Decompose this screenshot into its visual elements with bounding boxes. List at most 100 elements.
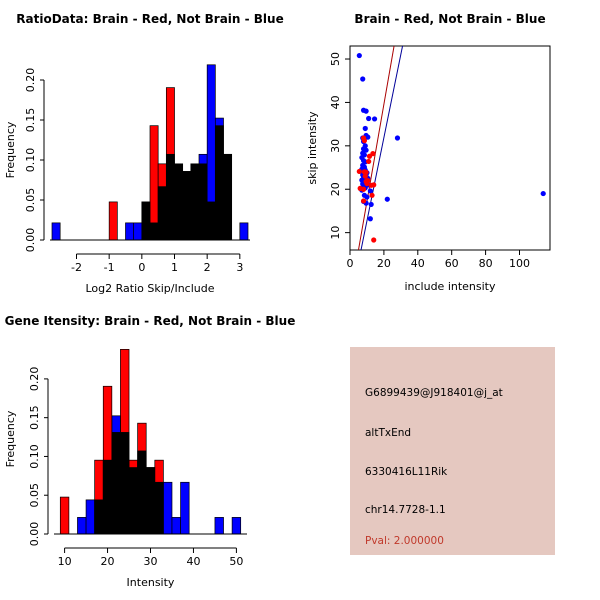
scatter-point-notbrain-0 bbox=[356, 52, 362, 59]
ratio_hist-plot-area bbox=[51, 64, 249, 241]
scatter-y-axis: 10 20 30 40 50 bbox=[329, 52, 350, 240]
scatter-point-notbrain-10 bbox=[394, 135, 401, 141]
ratio_hist-y-tick-label-4: 0.20 bbox=[24, 68, 37, 93]
ratio-histogram-canvas: 0.00 0.05 0.10 0.15 0.20 Frequency -2 -1 0 1 2 3 Log… bbox=[4, 64, 250, 295]
gene_hist-bar-notbrain-0 bbox=[77, 517, 87, 535]
ratio_hist-x-tick-label-5: 3 bbox=[236, 261, 243, 274]
scatter-point-notbrain-3 bbox=[363, 108, 369, 114]
gene-histogram-canvas: 0.00 0.05 0.10 0.15 0.20 Frequency 10 20 30 40 50 I… bbox=[4, 349, 247, 589]
ratio_hist-x-axis: -2 -1 0 1 2 3 bbox=[71, 253, 243, 274]
scatter-x-tick-label-1: 20 bbox=[377, 257, 391, 270]
scatter-point-notbrain-41 bbox=[364, 194, 370, 200]
gene_hist-x-axis: 10 20 30 40 50 bbox=[58, 547, 243, 568]
scatter-point-notbrain-1 bbox=[360, 76, 366, 82]
scatter-point-brain-15 bbox=[360, 186, 367, 192]
scatter-fit-line-1 bbox=[360, 46, 404, 250]
panel-scatter: Brain - Red, Not Brain - Blue 10 20 30 40 50… bbox=[300, 0, 600, 300]
scatter-point-brain-13 bbox=[368, 182, 374, 188]
ratio_hist-x-tick-label-2: 0 bbox=[138, 261, 145, 274]
scatter-y-axis-label: skip intensity bbox=[306, 111, 319, 185]
gene_hist-bar-brain-3 bbox=[111, 432, 121, 535]
scatter-point-notbrain-4 bbox=[366, 115, 372, 122]
scatter-point-notbrain-39 bbox=[540, 190, 546, 197]
ratio_hist-x-tick-label-3: 1 bbox=[171, 261, 178, 274]
gene_hist-bar-brain-1 bbox=[94, 459, 104, 535]
scatter-fit-line-0 bbox=[357, 46, 395, 250]
gene_hist-bar-brain-7 bbox=[145, 467, 156, 535]
scatter-y-tick-label-1: 20 bbox=[329, 182, 342, 196]
panel-ratio-histogram: RatioData: Brain - Red, Not Brain - Blue… bbox=[0, 0, 300, 300]
scatter-y-tick-label-3: 40 bbox=[329, 95, 342, 109]
ratio_hist-bar-brain-4 bbox=[165, 87, 175, 241]
scatter-y-tick-label-2: 30 bbox=[329, 139, 342, 153]
ratio_hist-bar-brain-1 bbox=[141, 201, 151, 241]
scatter-point-brain-11 bbox=[364, 180, 370, 187]
scatter-x-axis-label: include intensity bbox=[404, 280, 496, 293]
scatter-plot-area bbox=[356, 46, 546, 250]
gene_hist-x-tick-label-2: 30 bbox=[144, 555, 158, 568]
panel-gene-histogram: Gene Itensity: Brain - Red, Not Brain - … bbox=[0, 300, 300, 600]
scatter-x-tick-label-2: 40 bbox=[411, 257, 425, 270]
ratio_hist-bar-brain-10 bbox=[214, 125, 224, 241]
gene_hist-bar-notbrain-14 bbox=[231, 517, 242, 535]
ratio_hist-bar-notbrain-0 bbox=[51, 222, 61, 241]
scatter-point-notbrain-8 bbox=[365, 134, 371, 140]
probe-id-label: G6899439@J918401@j_at bbox=[365, 387, 503, 399]
ratio_hist-bar-brain-5 bbox=[174, 163, 184, 241]
gene_hist-x-axis-label: Intensity bbox=[127, 576, 175, 589]
scatter-x-axis: 0 20 40 60 80 100 bbox=[347, 250, 530, 270]
scatter-point-notbrain-45 bbox=[368, 201, 374, 208]
gene-symbol-label: 6330416L11Rik bbox=[365, 466, 448, 478]
scatter-point-brain-18 bbox=[371, 237, 377, 243]
scatter-title: Brain - Red, Not Brain - Blue bbox=[354, 12, 546, 26]
gene_hist-y-axis-label: Frequency bbox=[4, 410, 17, 467]
ratio_hist-bar-brain-3 bbox=[157, 163, 167, 241]
ratio_hist-y-tick-label-1: 0.05 bbox=[24, 188, 37, 213]
scatter-point-brain-7 bbox=[363, 169, 369, 175]
ratio_hist-bar-brain-8 bbox=[198, 163, 208, 241]
gene_hist-y-tick-label-4: 0.20 bbox=[28, 367, 41, 392]
gene_hist-bar-notbrain-11 bbox=[171, 517, 181, 535]
ratio_hist-x-tick-label-4: 2 bbox=[204, 261, 211, 274]
gene_hist-bar-brain-5 bbox=[128, 459, 138, 535]
ratio-histogram-title: RatioData: Brain - Red, Not Brain - Blue bbox=[16, 12, 284, 26]
scatter-point-brain-8 bbox=[362, 173, 368, 179]
locus-label: chr14.7728-1.1 bbox=[365, 504, 446, 516]
ratio_hist-bar-brain-2 bbox=[149, 125, 159, 241]
gene_hist-bar-brain-8 bbox=[154, 459, 164, 535]
gene_hist-bar-brain-0 bbox=[59, 496, 70, 535]
ratio_hist-y-tick-label-2: 0.10 bbox=[24, 148, 37, 173]
scatter-point-notbrain-38 bbox=[367, 188, 373, 194]
scatter-point-notbrain-6 bbox=[362, 125, 368, 132]
scatter-point-notbrain-14 bbox=[363, 147, 369, 153]
scatter-y-tick-label-0: 10 bbox=[329, 226, 342, 240]
gene_hist-y-tick-label-2: 0.10 bbox=[28, 444, 41, 469]
ratio_hist-bar-brain-6 bbox=[182, 171, 192, 241]
ratio_hist-bar-brain-11 bbox=[223, 153, 233, 241]
scatter-y-tick-label-4: 50 bbox=[329, 52, 342, 66]
ratio_hist-bar-brain-0 bbox=[108, 201, 118, 241]
scatter-x-tick-label-4: 80 bbox=[479, 257, 493, 270]
scatter-point-notbrain-42 bbox=[384, 196, 390, 202]
gene_hist-bar-notbrain-13 bbox=[214, 517, 224, 535]
gene_hist-bar-brain-4 bbox=[120, 349, 130, 535]
ratio_hist-bar-notbrain-14 bbox=[239, 222, 249, 241]
scatter-plot-box bbox=[349, 45, 551, 251]
gene_hist-y-tick-label-1: 0.05 bbox=[28, 483, 41, 508]
scatter-point-brain-16 bbox=[369, 192, 375, 198]
gene_hist-bar-notbrain-12 bbox=[180, 481, 190, 535]
gene_hist-x-tick-label-1: 20 bbox=[101, 555, 115, 568]
ratio_hist-bar-notbrain-1 bbox=[125, 222, 135, 241]
gene_hist-plot-area bbox=[59, 349, 242, 535]
gene_hist-bar-brain-2 bbox=[102, 385, 113, 535]
gene_hist-red-bars bbox=[59, 349, 164, 535]
ratio_hist-x-tick-label-1: -1 bbox=[104, 261, 115, 274]
scatter-canvas: 10 20 30 40 50 skip intensity 0 20 40 60 80 100 incl… bbox=[306, 45, 551, 293]
gene_hist-x-tick-label-4: 50 bbox=[229, 555, 243, 568]
scatter-x-tick-label-0: 0 bbox=[347, 257, 354, 270]
gene-info-panel: G6899439@J918401@j_at altTxEnd 6330416L1… bbox=[350, 347, 555, 555]
pval-label: Pval: 2.000000 bbox=[365, 535, 444, 547]
gene_hist-x-tick-label-3: 40 bbox=[186, 555, 200, 568]
ratio_hist-bar-notbrain-2 bbox=[133, 222, 143, 241]
gene_hist-y-tick-label-0: 0.00 bbox=[28, 522, 41, 547]
